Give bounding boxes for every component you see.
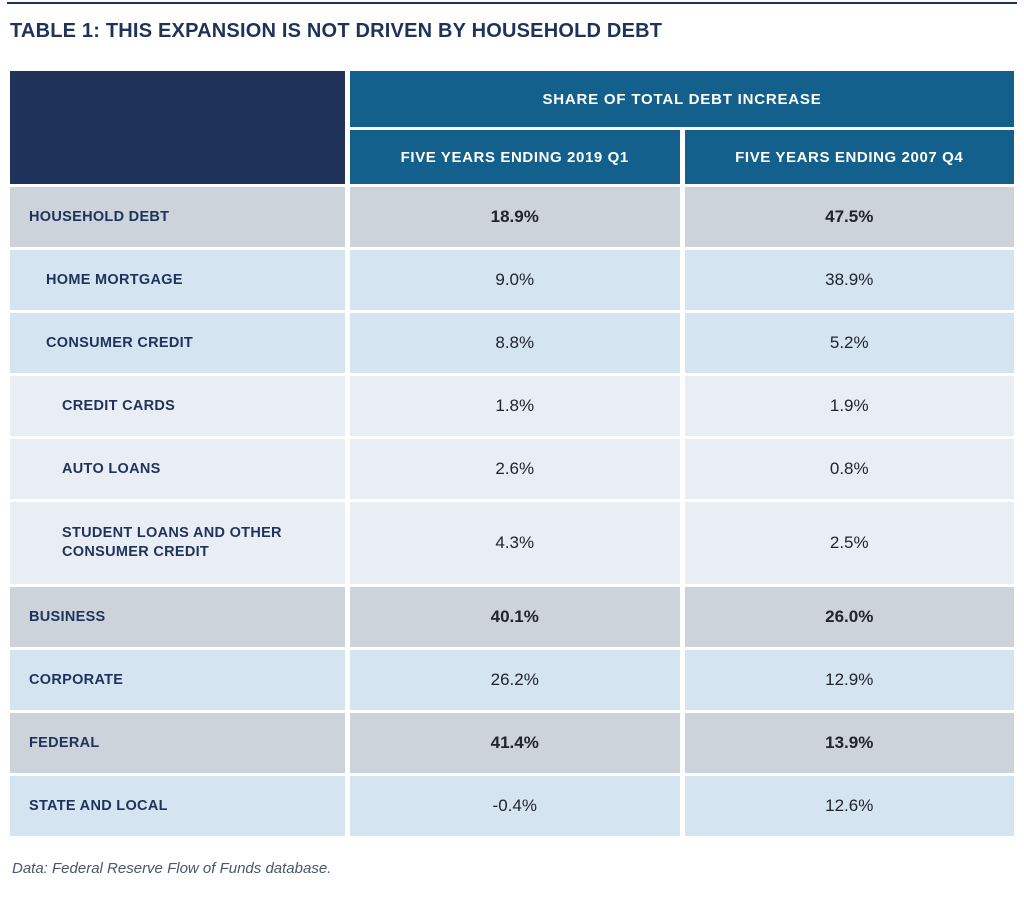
value-cell-2019q1: 41.4% — [350, 713, 680, 773]
table-row-household-debt: HOUSEHOLD DEBT 18.9% 47.5% — [10, 187, 1014, 247]
row-label: STUDENT LOANS AND OTHER CONSUMER CREDIT — [62, 525, 282, 560]
header-right-group: SHARE OF TOTAL DEBT INCREASE FIVE YEARS … — [350, 71, 1014, 184]
row-label: STATE AND LOCAL — [29, 797, 168, 814]
table-row-credit-cards: CREDIT CARDS 1.8% 1.9% — [10, 376, 1014, 436]
table-title: TABLE 1: THIS EXPANSION IS NOT DRIVEN BY… — [10, 20, 663, 42]
row-label-cell: BUSINESS — [10, 587, 345, 647]
table-row-business: BUSINESS 40.1% 26.0% — [10, 587, 1014, 647]
row-label: BUSINESS — [29, 608, 106, 625]
value-cell-2007q4: 0.8% — [684, 439, 1014, 499]
row-label: CORPORATE — [29, 671, 124, 688]
row-label: AUTO LOANS — [62, 460, 161, 477]
value-cell-2007q4: 1.9% — [684, 376, 1014, 436]
value-cell-2019q1: 26.2% — [350, 650, 680, 710]
value-cell-2007q4: 26.0% — [684, 587, 1014, 647]
row-label-cell: FEDERAL — [10, 713, 345, 773]
row-label-cell: AUTO LOANS — [10, 439, 345, 499]
row-label-cell: CORPORATE — [10, 650, 345, 710]
value-cell-2019q1: 9.0% — [350, 250, 680, 310]
table-row-state-and-local: STATE AND LOCAL -0.4% 12.6% — [10, 776, 1014, 836]
value-cell-2019q1: 40.1% — [350, 587, 680, 647]
debt-share-table: SHARE OF TOTAL DEBT INCREASE FIVE YEARS … — [10, 71, 1014, 836]
table-row-corporate: CORPORATE 26.2% 12.9% — [10, 650, 1014, 710]
value-cell-2007q4: 12.9% — [684, 650, 1014, 710]
value-cell-2019q1: 18.9% — [350, 187, 680, 247]
table-row-home-mortgage: HOME MORTGAGE 9.0% 38.9% — [10, 250, 1014, 310]
value-cell-2007q4: 47.5% — [684, 187, 1014, 247]
row-label-cell: CONSUMER CREDIT — [10, 313, 345, 373]
row-label: CONSUMER CREDIT — [46, 334, 194, 351]
table-row-auto-loans: AUTO LOANS 2.6% 0.8% — [10, 439, 1014, 499]
row-label-cell: STATE AND LOCAL — [10, 776, 345, 836]
row-label-cell: CREDIT CARDS — [10, 376, 345, 436]
table-row-student-loans-other: STUDENT LOANS AND OTHER CONSUMER CREDIT … — [10, 502, 1014, 584]
row-label: FEDERAL — [29, 734, 100, 751]
value-cell-2019q1: 4.3% — [350, 502, 680, 584]
top-rule — [7, 2, 1017, 4]
table-header: SHARE OF TOTAL DEBT INCREASE FIVE YEARS … — [10, 71, 1014, 184]
value-cell-2007q4: 12.6% — [684, 776, 1014, 836]
value-cell-2007q4: 2.5% — [684, 502, 1014, 584]
page: TABLE 1: THIS EXPANSION IS NOT DRIVEN BY… — [0, 2, 1024, 877]
value-cell-2007q4: 5.2% — [684, 313, 1014, 373]
value-cell-2019q1: -0.4% — [350, 776, 680, 836]
value-cell-2019q1: 8.8% — [350, 313, 680, 373]
table-row-consumer-credit: CONSUMER CREDIT 8.8% 5.2% — [10, 313, 1014, 373]
header-corner-cell — [10, 71, 345, 184]
column-group-header: SHARE OF TOTAL DEBT INCREASE — [350, 71, 1014, 127]
row-label: HOUSEHOLD DEBT — [29, 208, 170, 225]
source-note: Data: Federal Reserve Flow of Funds data… — [12, 860, 332, 877]
column-headers: FIVE YEARS ENDING 2019 Q1 FIVE YEARS END… — [350, 130, 1014, 184]
row-label: CREDIT CARDS — [62, 397, 176, 414]
row-label-cell: HOUSEHOLD DEBT — [10, 187, 345, 247]
value-cell-2019q1: 2.6% — [350, 439, 680, 499]
table-row-federal: FEDERAL 41.4% 13.9% — [10, 713, 1014, 773]
row-label-cell: STUDENT LOANS AND OTHER CONSUMER CREDIT — [10, 502, 345, 584]
value-cell-2007q4: 38.9% — [684, 250, 1014, 310]
row-label: HOME MORTGAGE — [46, 271, 183, 288]
column-header-2019q1: FIVE YEARS ENDING 2019 Q1 — [350, 130, 680, 184]
row-label-cell: HOME MORTGAGE — [10, 250, 345, 310]
value-cell-2019q1: 1.8% — [350, 376, 680, 436]
value-cell-2007q4: 13.9% — [684, 713, 1014, 773]
column-header-2007q4: FIVE YEARS ENDING 2007 Q4 — [684, 130, 1014, 184]
